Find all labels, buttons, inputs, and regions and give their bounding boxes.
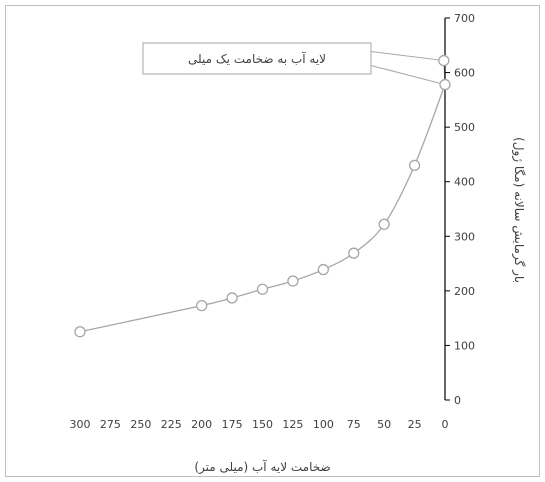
tick-labels: 0 100 200 300 400 500 600 700 0 25 50 75 100 125 150 17…: [70, 12, 476, 431]
series-line: [79, 84, 446, 333]
y-tick-label: 700: [454, 12, 475, 25]
x-tick-label: 200: [191, 418, 212, 431]
data-point: [256, 283, 269, 295]
x-axis-title: ضخامت لایه آب (میلی متر): [194, 459, 330, 475]
data-point: [196, 299, 208, 312]
x-tick-label: 50: [377, 418, 391, 431]
series-layer: [74, 54, 451, 338]
x-tick-label: 175: [222, 418, 243, 431]
x-tick-label: 150: [252, 418, 273, 431]
x-tick-label: 225: [161, 418, 182, 431]
y-tick-label: 100: [454, 339, 475, 352]
y-axis-title: بار گرمایش سالانه (مگا ژول): [511, 137, 526, 283]
x-tick-label: 300: [70, 418, 91, 431]
data-point: [287, 275, 299, 287]
y-tick-label: 300: [454, 230, 475, 243]
y-tick-label: 200: [454, 285, 475, 298]
x-tick-label: 250: [130, 418, 151, 431]
data-point: [438, 54, 450, 67]
y-axis: [444, 17, 450, 401]
y-tick-label: 500: [454, 121, 475, 134]
data-point: [348, 247, 360, 259]
data-point: [408, 159, 421, 171]
x-tick-label: 75: [347, 418, 361, 431]
annotation-box: [142, 42, 372, 75]
y-tick-label: 400: [454, 176, 475, 189]
data-point: [74, 326, 86, 338]
data-point: [226, 292, 238, 304]
annotation-connectors: [370, 50, 446, 86]
data-point: [439, 78, 451, 91]
data-point: [378, 218, 390, 230]
x-tick-label: 125: [282, 418, 303, 431]
x-tick-label: 275: [100, 418, 121, 431]
data-point: [317, 263, 329, 276]
y-tick-label: 600: [454, 67, 475, 80]
x-tick-label: 100: [313, 418, 334, 431]
annotation-connector: [370, 50, 446, 86]
annotation-text: لایه آب به ضخامت یک میلی: [188, 51, 326, 66]
y-tick-label: 0: [454, 394, 461, 407]
x-tick-label: 0: [442, 418, 449, 431]
chart-frame: [5, 5, 540, 477]
x-tick-label: 25: [408, 418, 422, 431]
annotation-callout: لایه آب به ضخامت یک میلی: [142, 42, 372, 75]
